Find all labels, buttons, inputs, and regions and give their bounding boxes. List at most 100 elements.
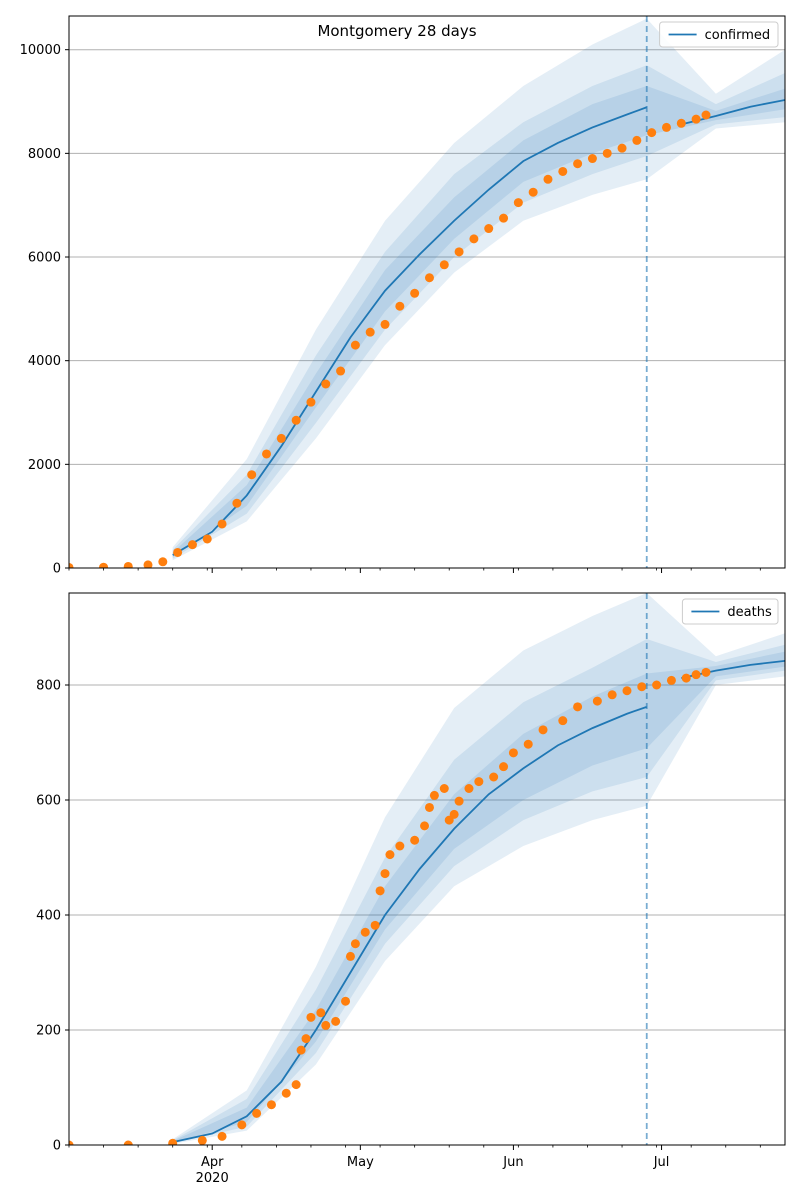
observed-point [508,748,518,758]
uncertainty-band-2 [172,651,785,1143]
chart-confirmed: 0 2000 4000 6000 8000 10000 confirmed [20,15,786,577]
observed-point [439,260,449,270]
observed-point [306,397,316,407]
observed-point [558,716,568,726]
observed-point [637,682,647,692]
observed-point [187,540,197,550]
observed-point [410,288,420,298]
observed-point [464,784,474,793]
y-tick-label: 2000 [28,458,61,473]
observed-point [237,1120,247,1130]
x-tick-sublabel: 2020 [196,1171,229,1186]
y-tick-label: 4000 [28,354,61,369]
observed-point [484,224,494,234]
y-tick-label: 0 [53,1139,61,1154]
observed-point [262,449,272,459]
legend-box [681,598,779,625]
observed-point [316,1008,326,1018]
observed-point [301,1034,311,1044]
observed-point [291,1080,301,1090]
observed-point [587,154,597,164]
observed-point [380,869,390,879]
observed-point [123,1140,133,1145]
observed-point [252,1108,262,1118]
observed-point [622,686,632,696]
observed-point [602,148,612,158]
observed-point [523,739,533,749]
observed-point [232,498,242,508]
observed-point [365,327,375,337]
series-line-deaths [172,706,648,1144]
observed-point [321,1020,331,1030]
observed-point [173,547,183,557]
y-tick-label: 800 [36,679,61,694]
observed-point [528,187,538,197]
legend-label: confirmed [705,28,771,43]
observed-point [573,702,583,712]
observed-point [247,470,257,480]
observed-point [350,939,360,949]
observed-point [592,696,602,706]
uncertainty-band-0 [172,593,785,1144]
observed-point [202,534,212,544]
y-tick-label: 200 [36,1024,61,1039]
observed-point [647,128,657,138]
observed-point [420,821,430,831]
observed-point [281,1088,291,1098]
observed-point [543,174,553,184]
observed-point [499,762,509,772]
y-tick-label: 6000 [28,251,61,266]
observed-point [345,951,355,961]
observed-point [513,198,523,208]
observed-point [375,886,385,896]
observed-point [69,562,74,568]
x-tick-label: Jun [502,1155,523,1170]
observed-point [454,796,464,806]
observed-point [661,122,671,132]
observed-point [429,790,439,800]
observed-point [306,1012,316,1022]
observed-point [681,673,691,683]
observed-point [410,835,420,845]
observed-point [276,433,286,443]
observed-point [336,366,346,376]
observed-point [449,809,459,819]
observed-point [69,1140,74,1145]
observed-point [632,135,642,145]
observed-point [99,562,109,568]
observed-point [573,159,583,169]
series-line-confirmed [172,106,648,556]
observed-point [489,772,499,782]
x-tick-label: Jul [653,1155,670,1170]
legend-box [659,21,779,48]
observed-point [691,114,701,124]
observed-point [617,143,627,153]
y-tick-label: 0 [53,562,61,577]
observed-point [538,725,548,735]
observed-point [666,675,676,685]
observed-point [424,802,434,812]
x-tick-label: Apr [201,1155,224,1170]
y-tick-label: 400 [36,909,61,924]
observed-point [691,670,701,680]
observed-point [652,680,662,690]
observed-point [168,1138,178,1145]
observed-point [291,415,301,425]
observed-point [370,920,380,930]
observed-point [395,301,405,311]
axes-frame [68,15,786,569]
y-tick-label: 8000 [28,147,61,162]
observed-point [197,1135,207,1145]
x-tick-label: May [347,1155,374,1170]
observed-point [676,118,686,128]
observed-point [558,166,568,176]
observed-point [331,1016,341,1026]
observed-point [380,319,390,329]
observed-point [439,784,449,793]
y-tick-label: 10000 [20,43,61,58]
observed-point [469,234,479,244]
observed-point [499,213,509,223]
y-tick-label: 600 [36,794,61,809]
